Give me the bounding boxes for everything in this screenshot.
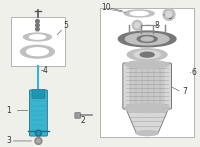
Circle shape — [36, 24, 39, 27]
Ellipse shape — [24, 33, 51, 41]
Circle shape — [37, 139, 40, 143]
Ellipse shape — [137, 36, 157, 42]
Circle shape — [35, 138, 42, 144]
Circle shape — [135, 23, 140, 28]
Ellipse shape — [126, 107, 168, 112]
Circle shape — [163, 9, 175, 20]
Ellipse shape — [127, 49, 167, 61]
Bar — [11, 17, 65, 66]
Ellipse shape — [134, 51, 160, 59]
Text: 7: 7 — [182, 87, 187, 96]
Ellipse shape — [141, 37, 153, 41]
FancyBboxPatch shape — [29, 90, 47, 136]
FancyBboxPatch shape — [75, 113, 80, 118]
Ellipse shape — [125, 33, 169, 45]
Text: 9: 9 — [168, 12, 172, 21]
Ellipse shape — [125, 104, 169, 112]
Text: 3: 3 — [7, 136, 12, 146]
Text: 4: 4 — [42, 66, 47, 75]
FancyBboxPatch shape — [32, 90, 45, 98]
Circle shape — [37, 132, 40, 135]
Text: 6: 6 — [191, 68, 196, 77]
Ellipse shape — [21, 45, 54, 58]
Circle shape — [36, 20, 39, 23]
Circle shape — [35, 130, 41, 136]
Text: 2: 2 — [80, 116, 85, 125]
Ellipse shape — [125, 61, 169, 68]
Ellipse shape — [130, 11, 148, 15]
Text: 5: 5 — [63, 21, 68, 30]
Bar — [100, 7, 194, 137]
Ellipse shape — [29, 35, 45, 39]
Ellipse shape — [27, 48, 48, 56]
Circle shape — [36, 27, 39, 31]
Text: 1: 1 — [7, 106, 11, 115]
Ellipse shape — [136, 131, 158, 136]
Circle shape — [166, 11, 172, 17]
Text: 10: 10 — [101, 3, 111, 12]
Ellipse shape — [124, 10, 154, 17]
FancyBboxPatch shape — [130, 68, 165, 104]
Polygon shape — [126, 110, 168, 133]
FancyBboxPatch shape — [123, 63, 172, 109]
Circle shape — [132, 20, 142, 30]
Ellipse shape — [118, 31, 176, 47]
Text: 8: 8 — [155, 21, 159, 30]
Ellipse shape — [140, 52, 154, 57]
